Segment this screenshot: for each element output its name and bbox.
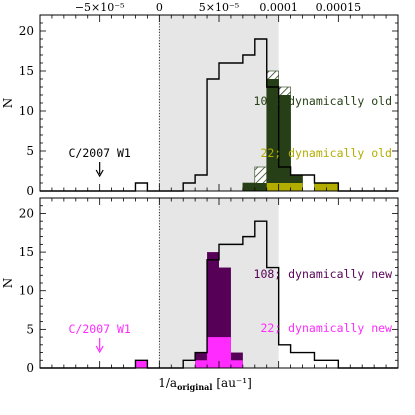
- bar-bottom-2-16: [230, 360, 243, 368]
- bar-top-2-20: [278, 95, 291, 191]
- top-axis-tick-label: 0: [156, 1, 163, 14]
- bar-bottom-2-15: [219, 337, 231, 368]
- bar-bottom-2-13: [195, 360, 208, 368]
- bar-top-3-21: [290, 183, 303, 191]
- legend-entry: 108; dynamically new: [254, 267, 393, 281]
- top-axis-tick-label: 0.0001: [259, 1, 298, 14]
- top-panel: 0 5 10 15 20 −5×10⁻⁵ 0 5×10⁻⁵ 0.0001 0.00015 N 108;…: [1, 1, 399, 198]
- y-axis-label: N: [1, 278, 15, 289]
- y-tick-label: 10: [19, 284, 34, 298]
- top-axis-tick-label: −5×10⁻⁵: [75, 1, 125, 14]
- axis-labels: 1/aoriginal [au⁻¹]: [158, 376, 252, 392]
- bar-top-3-23: [314, 183, 327, 191]
- annotation-label: C/2007 W1: [69, 146, 131, 160]
- y-tick-label: 15: [19, 245, 34, 259]
- bar-top-2-17: [242, 183, 255, 191]
- annotation-arrow-head: [95, 345, 104, 354]
- legend-entry: 22; dynamically new: [260, 321, 392, 335]
- y-tick-label: 20: [19, 24, 34, 38]
- legend-entry: 108; dynamically old: [254, 94, 392, 108]
- bar-top-3-24: [326, 183, 339, 191]
- legend-entry: 22; dynamically old: [260, 146, 392, 160]
- bar-top-3-19: [266, 183, 279, 191]
- top-axis-tick-label: 5×10⁻⁵: [199, 1, 239, 14]
- bottom-panel: 0 5 10 15 20 N 108; dynamically new 22; dynamic…: [1, 197, 399, 375]
- bar-bottom-2-14: [207, 337, 219, 368]
- y-axis-label: N: [1, 98, 15, 109]
- bar-bottom-1-15: [219, 267, 231, 368]
- y-tick-label: 10: [19, 104, 34, 118]
- x-axis-label-subscript: original: [177, 382, 212, 392]
- top-axis-tick-label: 0.00015: [316, 1, 362, 14]
- bar-bottom-1-13: [195, 352, 208, 368]
- annotation-arrow-head: [95, 169, 104, 178]
- shaded-range-band: [159, 15, 279, 191]
- bar-top-2-18: [254, 183, 267, 191]
- bar-top-2-19: [266, 79, 279, 191]
- y-tick-label: 0: [26, 184, 34, 198]
- y-tick-label: 20: [19, 206, 34, 220]
- bar-bottom-1-14: [207, 252, 219, 368]
- bar-bottom-1-16: [230, 352, 243, 368]
- x-axis-label: 1/aoriginal [au⁻¹]: [158, 376, 252, 392]
- y-tick-label: 0: [26, 361, 34, 375]
- bar-bottom-2-8: [135, 360, 148, 368]
- y-tick-label: 15: [19, 64, 34, 78]
- x-axis-label-main: 1/a: [158, 376, 177, 390]
- bar-top-3-20: [278, 183, 291, 191]
- annotation-label: C/2007 W1: [69, 322, 131, 336]
- y-tick-label: 5: [26, 144, 34, 158]
- x-axis-label-unit: [au⁻¹]: [216, 376, 251, 390]
- y-tick-label: 5: [26, 322, 34, 336]
